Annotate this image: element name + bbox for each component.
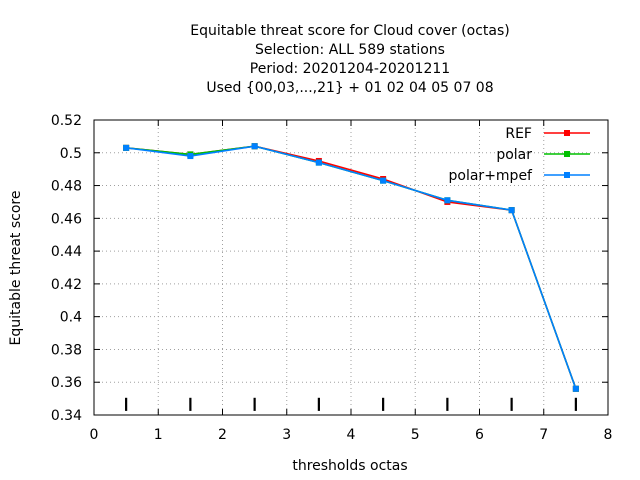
y-tick-label: 0.4 (60, 310, 82, 326)
title-line-2: Selection: ALL 589 stations (255, 42, 445, 58)
title-line-3: Period: 20201204-20201211 (250, 61, 450, 77)
legend-label: polar+mpef (449, 168, 534, 184)
axes-ticks: 0.34 0.36 0.38 0.4 0.42 0.44 0.46 0.48 0.5 0.52 0 1… (51, 113, 613, 443)
x-tick-label: 4 (347, 427, 356, 443)
x-tick-label: 8 (604, 427, 613, 443)
data-point (380, 177, 387, 184)
chart-title: Equitable threat score for Cloud cover (… (190, 23, 509, 96)
title-line-4: Used {00,03,...,21} + 01 02 04 05 07 08 (206, 80, 493, 96)
legend-item: polar+mpef (449, 168, 590, 184)
x-tick-label: 2 (218, 427, 227, 443)
y-tick-label: 0.42 (51, 277, 82, 293)
legend-item: polar (496, 147, 590, 163)
legend-label: polar (496, 147, 532, 163)
legend-swatch-marker (564, 151, 570, 157)
x-axis-label: thresholds octas (292, 458, 407, 474)
legend-swatch-marker (564, 130, 570, 136)
x-tick-label: 1 (154, 427, 163, 443)
data-point (508, 207, 515, 214)
y-tick-label: 0.38 (51, 342, 82, 358)
y-tick-label: 0.44 (51, 244, 82, 260)
data-point (444, 197, 451, 204)
y-tick-label: 0.46 (51, 211, 82, 227)
y-tick-label: 0.48 (51, 179, 82, 195)
x-tick-label: 0 (90, 427, 99, 443)
y-axis-label: Equitable threat score (8, 191, 24, 346)
plot-series (123, 143, 579, 392)
legend-swatch-marker (564, 172, 570, 178)
legend: REF polar polar+mpef (449, 126, 590, 184)
data-point (251, 143, 258, 150)
x-tick-label: 5 (411, 427, 420, 443)
x-tick-label: 6 (475, 427, 484, 443)
y-tick-label: 0.5 (60, 146, 82, 162)
y-tick-label: 0.52 (51, 113, 82, 129)
grid (94, 120, 608, 415)
data-point (315, 159, 322, 166)
data-point (123, 144, 130, 151)
series-polar-mpef (123, 143, 579, 392)
y-tick-label: 0.36 (51, 375, 82, 391)
y-tick-label: 0.34 (51, 408, 82, 424)
legend-item: REF (505, 126, 590, 142)
data-point (187, 153, 194, 160)
x-tick-label: 7 (539, 427, 548, 443)
x-tick-label: 3 (282, 427, 291, 443)
series-line (126, 145, 577, 390)
legend-label: REF (505, 126, 532, 142)
data-point (572, 385, 579, 392)
title-line-1: Equitable threat score for Cloud cover (… (190, 23, 509, 39)
threshold-markers (125, 397, 577, 411)
